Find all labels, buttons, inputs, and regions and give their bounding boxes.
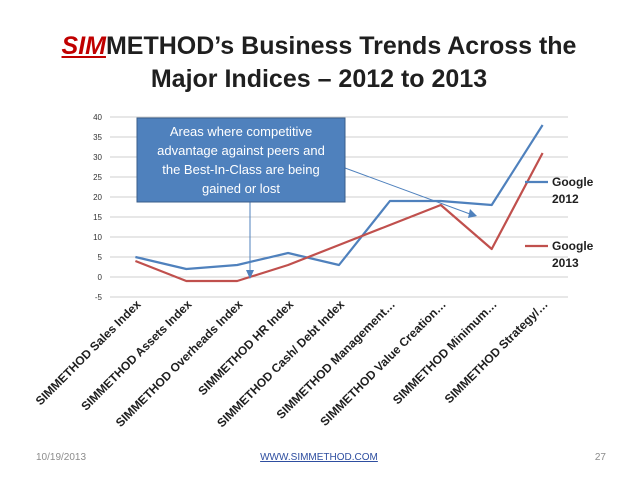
- annotation-text: the Best-In-Class are being: [162, 162, 320, 177]
- annotation-text: Areas where competitive: [170, 124, 312, 139]
- footer-date: 10/19/2013: [36, 452, 87, 463]
- x-tick-label: SIMMETHOD HR Index: [195, 297, 296, 398]
- y-tick-label: -5: [95, 293, 103, 302]
- annotation-callout: [136, 117, 346, 203]
- y-tick-label: 40: [93, 113, 102, 122]
- x-tick-label: SIMMETHOD Minimum…: [390, 297, 500, 407]
- x-tick-label: SIMMETHOD Sales Index: [33, 297, 144, 408]
- y-tick-label: 15: [93, 213, 102, 222]
- title-line-2: Major Indices – 2012 to 2013: [150, 65, 488, 93]
- annotation-text: gained or lost: [202, 181, 280, 196]
- y-tick-label: 10: [93, 233, 102, 242]
- arrowhead: [468, 209, 477, 218]
- y-tick-label: 0: [98, 273, 103, 282]
- series-line: [135, 124, 544, 271]
- annotation-text: advantage against peers and: [157, 143, 325, 158]
- legend-label: 2013: [552, 256, 579, 270]
- legend-label: 2012: [552, 192, 579, 206]
- title-line-1: SIMMETHOD’s Business Trends Across the: [0, 30, 638, 63]
- title-line-1-text: METHOD’s Business Trends Across the: [105, 32, 577, 60]
- legend-label: Google: [552, 175, 594, 189]
- y-tick-label: 5: [98, 253, 103, 262]
- footer-url[interactable]: WWW.SIMMETHOD.COM: [260, 452, 378, 463]
- y-tick-label: 25: [93, 173, 102, 182]
- y-tick-label: 20: [93, 193, 102, 202]
- callout-arrow: [344, 167, 471, 215]
- y-tick-label: 35: [93, 133, 102, 142]
- slide-title: SIMMETHOD’s Business Trends Across the M…: [0, 30, 638, 96]
- legend-label: Google: [552, 239, 594, 253]
- y-tick-label: 30: [93, 153, 102, 162]
- series-line: [134, 152, 544, 283]
- x-tick-label: SIMMETHOD Strategy/…: [442, 297, 551, 406]
- title-brand: SIM: [61, 32, 106, 60]
- arrowhead: [246, 270, 254, 279]
- page-number: 27: [594, 452, 606, 463]
